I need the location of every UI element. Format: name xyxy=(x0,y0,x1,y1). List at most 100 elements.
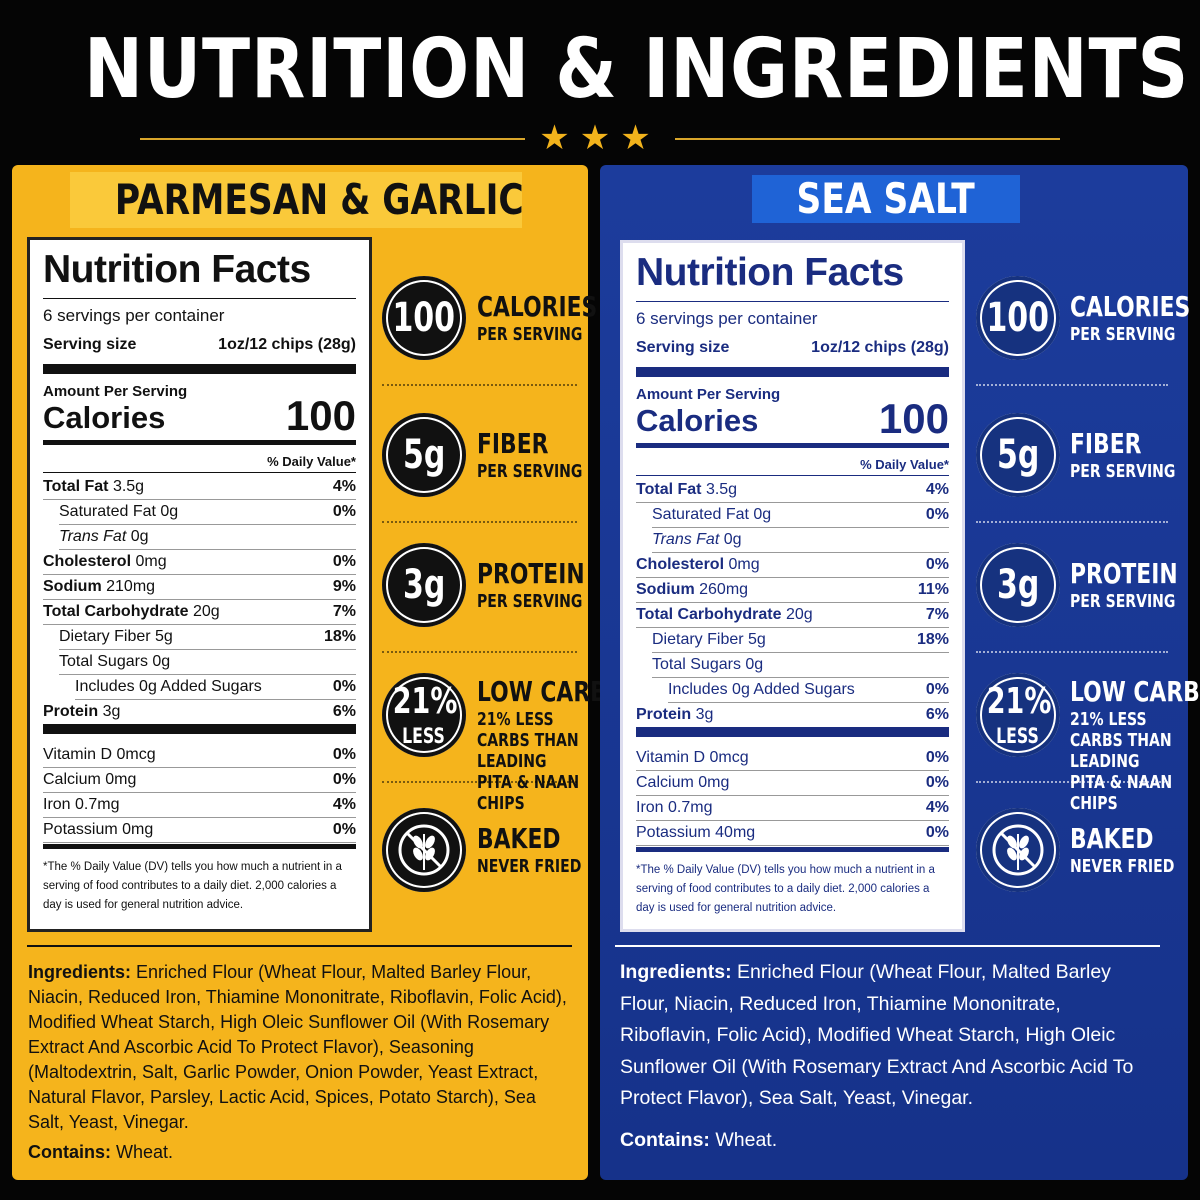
nutrient-dv: 0% xyxy=(332,771,356,788)
badge-label: LOW CARB xyxy=(1070,675,1200,708)
nutrient-amount: 260mg xyxy=(699,581,749,598)
badge-circle: 3g xyxy=(976,543,1060,627)
nf-title: Nutrition Facts xyxy=(43,248,311,291)
nutrient-label: Dietary Fiber xyxy=(59,628,151,645)
stars: ★★★ xyxy=(539,119,661,157)
badge-circle: 5g xyxy=(382,413,466,497)
badge-circle xyxy=(382,808,466,892)
serving-size: 1oz/12 chips (28g) xyxy=(218,336,356,353)
nutrition-facts: Nutrition Facts 6 servings per container S… xyxy=(27,237,372,932)
nutrient-label: Total Fat xyxy=(636,481,702,498)
nutrient-row: Saturated Fat 0g 0% xyxy=(652,502,949,528)
nutrient-row: Dietary Fiber 5g 18% xyxy=(652,627,949,653)
nutrient-row: Total Sugars 0g xyxy=(59,649,356,675)
badge-label: FIBER xyxy=(477,427,549,460)
badge-value: 100 xyxy=(976,276,1060,368)
nutrient-dv: 0% xyxy=(332,503,356,520)
nutrient-dv: 0% xyxy=(925,774,949,791)
nutrient-dv: 7% xyxy=(332,603,356,620)
ingredients-text: Enriched Flour (Wheat Flour, Malted Barl… xyxy=(620,961,1134,1109)
nutrient-dv: 11% xyxy=(917,581,949,598)
badge-circle: 21% LESS xyxy=(976,673,1060,757)
nutrient-amount: 3g xyxy=(102,703,121,720)
nf-title: Nutrition Facts xyxy=(636,251,904,294)
nutrient-dv: 0% xyxy=(332,678,356,695)
serving-size-label: Serving size xyxy=(636,339,730,356)
baked-icon xyxy=(398,824,450,876)
nutrient-row: Cholesterol 0mg 0% xyxy=(636,552,949,578)
nutrient-row: Dietary Fiber 5g 18% xyxy=(59,624,356,650)
nutrient-row: Potassium 40mg 0% xyxy=(636,820,949,846)
nutrient-dv: 9% xyxy=(332,578,356,595)
flavor-name-text: PARMESAN & GARLIC xyxy=(114,175,524,224)
nutrient-row: Includes 0g Added Sugars 0% xyxy=(668,677,949,703)
nutrient-label: Total Sugars xyxy=(652,656,741,673)
nutrient-dv: 0% xyxy=(332,553,356,570)
nutrient-label: Iron xyxy=(43,796,71,813)
badge-value-sub-text: LESS xyxy=(402,724,446,748)
serving-size-label: Serving size xyxy=(43,336,137,353)
panel: SEA SALT Nutrition Facts 6 servings per co… xyxy=(600,165,1200,1180)
nutrient-label: Potassium xyxy=(43,821,118,838)
nutrient-dv: 0% xyxy=(925,824,949,841)
nutrient-row: Protein 3g 6% xyxy=(636,702,949,728)
badge-value: 21% xyxy=(382,684,466,725)
footnote: *The % Daily Value (DV) tells you how mu… xyxy=(43,861,342,911)
badge-value: 3g xyxy=(976,543,1060,635)
nutrient-amount: 0mg xyxy=(105,771,137,788)
badge-value-sub: LESS xyxy=(976,725,1060,749)
nutrient-row: Total Fat 3.5g 4% xyxy=(43,474,356,500)
nutrient-label: Protein xyxy=(43,703,99,720)
nutrient-row: Vitamin D 0mcg 0% xyxy=(636,745,949,771)
nutrient-label: Iron xyxy=(636,799,664,816)
servings: 6 servings per container xyxy=(43,306,225,325)
nutrient-label: Saturated Fat xyxy=(652,506,749,523)
badge-circle: 21% LESS xyxy=(382,673,466,757)
nutrient-row: Total Carbohydrate 20g 7% xyxy=(43,599,356,625)
nutrient-label: Potassium xyxy=(636,824,711,841)
ingredients: Ingredients: Enriched Flour (Wheat Flour… xyxy=(620,957,1150,1115)
nutrient-amount: 0mg xyxy=(728,556,760,573)
nutrient-dv: 0% xyxy=(332,746,356,763)
nutrient-label: Dietary Fiber xyxy=(652,631,744,648)
badge-value: 5g xyxy=(976,413,1060,505)
dotted-divider xyxy=(976,651,1168,653)
daily-value-header: % Daily Value* xyxy=(267,454,356,469)
badge-value-text: 5g xyxy=(996,432,1040,478)
nutrient-row: Potassium 0mg 0% xyxy=(43,817,356,843)
nutrient-label: Total Carbohydrate xyxy=(43,603,189,620)
nutrient-amount: 0mg xyxy=(122,821,154,838)
nutrient-row: Cholesterol 0mg 0% xyxy=(43,549,356,575)
badge-value-text: 3g xyxy=(402,562,446,608)
nutrient-row: Vitamin D 0mcg 0% xyxy=(43,742,356,768)
nutrient-amount: 0g xyxy=(160,503,179,520)
badge-value-text: 5g xyxy=(402,432,446,478)
rule xyxy=(43,844,356,849)
badge-value-text: 100 xyxy=(392,295,456,341)
badge-circle xyxy=(976,808,1060,892)
nutrient-row: Iron 0.7mg 4% xyxy=(43,792,356,818)
nutrient-dv: 6% xyxy=(925,706,949,723)
badge-value: 100 xyxy=(382,276,466,368)
nutrient-amount: 210mg xyxy=(106,578,156,595)
badge-label: CALORIES xyxy=(477,290,598,323)
rule xyxy=(43,724,356,734)
dotted-divider xyxy=(976,521,1168,523)
panel: PARMESAN & GARLIC Nutrition Facts 6 servin… xyxy=(12,165,607,1180)
nutrient-row: Trans Fat 0g xyxy=(652,527,949,553)
flavor-name: PARMESAN & GARLIC xyxy=(70,172,524,228)
dotted-divider xyxy=(976,781,1168,783)
nutrient-label: Saturated Fat xyxy=(59,503,156,520)
badge-value-sub-text: LESS xyxy=(996,724,1040,748)
badge-sub: PER SERVING xyxy=(1070,461,1176,482)
nutrient-label: Calcium xyxy=(43,771,101,788)
nutrient-label: Total Fat xyxy=(43,478,109,495)
rule xyxy=(615,945,1160,947)
nutrient-label: Cholesterol xyxy=(636,556,725,573)
badge-circle: 100 xyxy=(382,276,466,360)
nutrient-amount: 0mg xyxy=(698,774,730,791)
nutrient-label: Protein xyxy=(636,706,692,723)
calories: 100 xyxy=(285,392,356,439)
nutrient-amount: 0g xyxy=(745,656,764,673)
rule xyxy=(43,440,356,445)
